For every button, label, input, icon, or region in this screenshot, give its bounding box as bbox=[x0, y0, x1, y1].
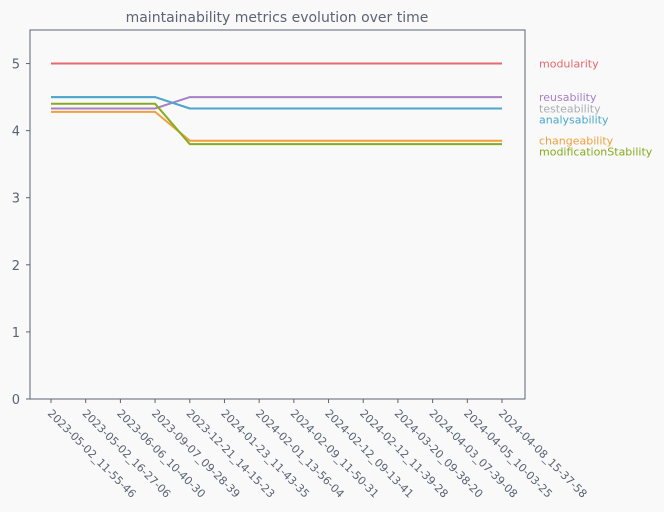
y-tick-label: 3 bbox=[12, 192, 20, 207]
y-tick-label: 4 bbox=[12, 125, 20, 140]
series-line-changeability bbox=[51, 110, 502, 142]
legend-label-testeability: testeability bbox=[539, 102, 601, 115]
plot-frame bbox=[29, 29, 526, 400]
legend-label-changeability: changeability bbox=[539, 135, 614, 148]
series-line-modificationStability bbox=[51, 102, 502, 146]
legend-label-modificationStability: modificationStability bbox=[539, 146, 653, 159]
legend-label-analysability: analysability bbox=[539, 113, 609, 126]
y-tick-label: 1 bbox=[12, 326, 20, 341]
y-tick-label: 2 bbox=[12, 259, 20, 274]
series-line-reusability bbox=[51, 96, 502, 110]
legend-label-reusability: reusability bbox=[539, 91, 597, 104]
legend-label-modularity: modularity bbox=[539, 58, 599, 71]
series-lines bbox=[51, 62, 502, 146]
y-axis: 0 1 2 3 4 5 bbox=[12, 58, 30, 408]
series-line-analysability bbox=[51, 96, 502, 110]
y-tick-label: 0 bbox=[12, 393, 20, 408]
chart-title: maintainability metrics evolution over t… bbox=[126, 10, 429, 26]
x-axis: 2023-05-02_11-55-462023-05-02_16-27-0620… bbox=[45, 399, 589, 501]
y-tick-label: 5 bbox=[12, 58, 20, 73]
legend: modularity reusabilitytesteabilityanalysa… bbox=[539, 58, 653, 159]
